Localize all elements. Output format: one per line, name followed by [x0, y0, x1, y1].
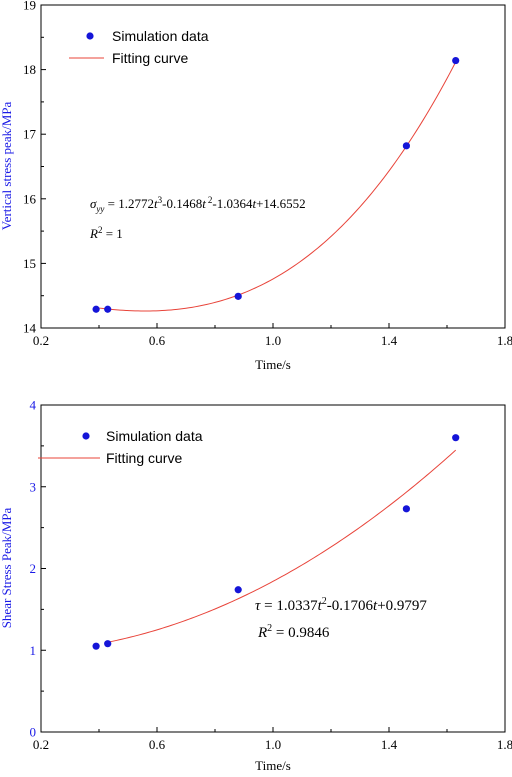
chart-bottom-points — [92, 434, 460, 650]
x-tick-label: 1.8 — [497, 333, 512, 348]
y-tick-label: 2 — [30, 561, 37, 576]
legend-label-simulation-data: Simulation data — [106, 428, 203, 444]
r-label: R — [89, 226, 98, 241]
legend-marker-simulation-data — [86, 32, 94, 40]
chart-top: 0.2 0.6 1.0 1.4 1.8 14 15 16 17 18 19 Time/s Vert… — [0, 0, 512, 372]
x-tick-label: 1.0 — [265, 333, 281, 348]
chart-bottom-fit-layer — [107, 449, 457, 643]
x-tick-label: 1.8 — [497, 737, 512, 752]
eq-var: t — [202, 196, 206, 211]
chart-top-equation-text: σyy = 1.2772t3-0.1468t 2-1.0364t+14.6552 — [90, 195, 306, 214]
data-point — [452, 56, 460, 65]
eq-var: t — [154, 196, 158, 211]
chart-top-frame — [40, 4, 506, 329]
data-point — [104, 640, 112, 648]
r-superscript: 2 — [98, 225, 103, 235]
legend-label-fitting-curve: Fitting curve — [106, 450, 182, 466]
r-value: = 0.9846 — [272, 625, 330, 641]
x-tick-label: 0.2 — [33, 333, 49, 348]
x-tick-label: 1.4 — [381, 737, 398, 752]
y-tick-label: 16 — [23, 191, 37, 206]
eq-symbol: τ — [255, 598, 261, 614]
eq-part: -0.1468 — [162, 196, 202, 211]
eq-part: -1.0364 — [212, 196, 253, 211]
eq-part: -0.1706 — [327, 598, 374, 614]
eq-var: t — [252, 196, 256, 211]
legend-label-fitting-curve: Fitting curve — [112, 50, 188, 66]
y-tick-label: 18 — [23, 62, 36, 77]
eq-var: t — [373, 598, 378, 614]
x-tick-label: 1.4 — [381, 333, 398, 348]
legend-marker-simulation-data — [82, 432, 90, 440]
data-point — [234, 586, 242, 594]
chart-top-legend: Simulation data Fitting curve — [69, 28, 209, 66]
chart-top-fit-layer — [96, 61, 457, 312]
eq-superscript: 2 — [208, 195, 213, 205]
chart-bottom: 0.2 0.6 1.0 1.4 1.8 0 1 2 3 4 Time/s Shear Stres… — [0, 398, 512, 774]
r-label: R — [257, 625, 267, 641]
chart-bottom-x-tick-labels: 0.2 0.6 1.0 1.4 1.8 — [33, 737, 512, 752]
chart-top-y-tick-labels: 14 15 16 17 18 19 — [23, 0, 37, 336]
chart-top-equation: σyy = 1.2772t3-0.1468t 2-1.0364t+14.6552 … — [89, 195, 306, 241]
chart-top-points — [92, 56, 460, 313]
chart-top-ticks — [40, 4, 506, 329]
legend-label-simulation-data: Simulation data — [112, 28, 209, 44]
chart-top-x-tick-labels: 0.2 0.6 1.0 1.4 1.8 — [33, 333, 512, 348]
r-value: = 1 — [102, 226, 122, 241]
r-superscript: 2 — [267, 623, 272, 634]
chart-top-x-axis-title: Time/s — [255, 357, 291, 372]
chart-bottom-x-axis-title: Time/s — [255, 758, 291, 773]
eq-subscript: yy — [95, 204, 104, 214]
eq-symbol: σ — [90, 196, 97, 211]
data-point — [92, 642, 100, 650]
chart-bottom-y-axis-title: Shear Stress Peak/MPa — [0, 507, 14, 628]
chart-bottom-equation: τ = 1.0337t2-0.1706t+0.9797 R2 = 0.9846 — [255, 596, 427, 641]
chart-bottom-r-squared: R2 = 0.9846 — [257, 623, 330, 641]
chart-bottom-equation-text: τ = 1.0337t2-0.1706t+0.9797 — [255, 596, 427, 614]
data-point — [402, 142, 410, 150]
x-tick-label: 0.2 — [33, 737, 49, 752]
x-tick-label: 1.0 — [265, 737, 281, 752]
eq-superscript: 3 — [158, 195, 163, 205]
eq-part: +14.6552 — [256, 196, 306, 211]
chart-top-r-squared: R2 = 1 — [89, 225, 123, 241]
y-tick-label: 19 — [23, 0, 36, 13]
y-tick-label: 3 — [30, 479, 37, 494]
x-tick-label: 0.6 — [149, 737, 166, 752]
y-tick-label: 1 — [30, 643, 37, 658]
fitting-curve — [107, 449, 457, 643]
eq-part: = 1.0337 — [260, 598, 318, 614]
y-tick-label: 15 — [23, 256, 36, 271]
chart-bottom-y-tick-labels: 0 1 2 3 4 — [30, 398, 37, 740]
eq-part: +0.9797 — [377, 598, 427, 614]
chart-bottom-frame — [40, 404, 506, 733]
data-point — [402, 505, 410, 513]
y-tick-label: 17 — [23, 127, 37, 142]
data-point — [104, 305, 112, 313]
data-point — [452, 434, 460, 442]
eq-superscript: 2 — [322, 596, 327, 607]
y-tick-label: 0 — [30, 725, 37, 740]
y-tick-label: 14 — [23, 321, 37, 336]
fitting-curve — [96, 61, 457, 312]
data-point — [234, 292, 242, 300]
eq-var: t — [318, 598, 323, 614]
chart-bottom-legend: Simulation data Fitting curve — [38, 428, 203, 466]
eq-part: = 1.2772 — [104, 196, 154, 211]
data-point — [92, 305, 100, 313]
chart-top-y-axis-title: Vertical stress peak/MPa — [0, 102, 14, 231]
x-tick-label: 0.6 — [149, 333, 166, 348]
y-tick-label: 4 — [30, 398, 37, 413]
